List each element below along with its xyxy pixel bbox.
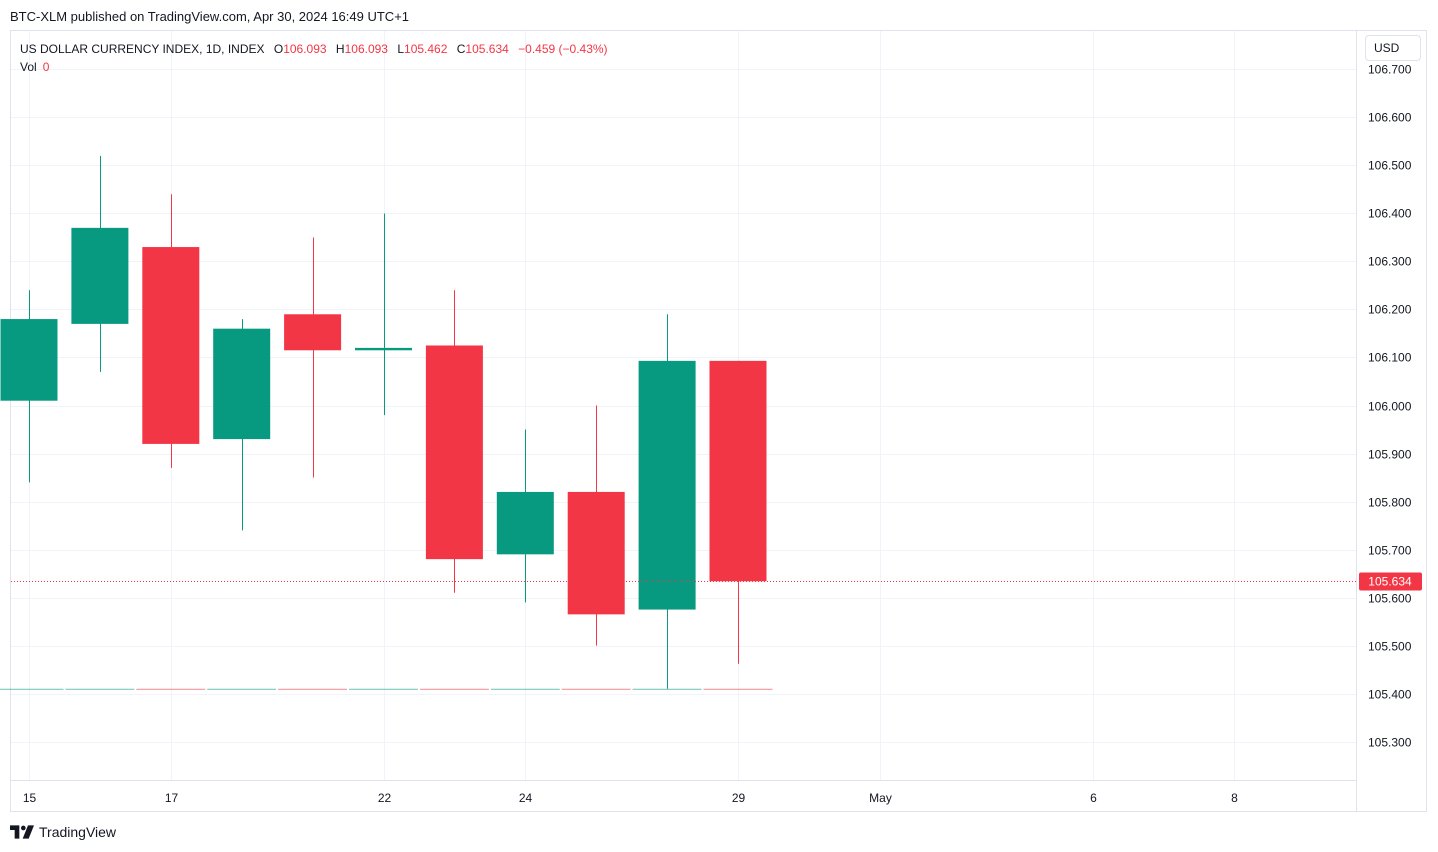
time-axis: 15 17 22 24 29 May 6 8 <box>11 780 1356 805</box>
candle-body <box>71 227 129 324</box>
volume-bars <box>0 688 773 690</box>
last-price-label: 105.634 <box>1368 575 1412 589</box>
volume-bar <box>561 688 631 690</box>
legend-vol-label: Vol <box>20 60 37 74</box>
chart-legend: US DOLLAR CURRENCY INDEX, 1D, INDEX O106… <box>20 40 608 76</box>
footer-branding[interactable]: TradingView <box>10 824 116 840</box>
price-axis: 105.300 105.400 105.500 105.600 105.700 105.8… <box>1356 31 1412 812</box>
volume-bar <box>0 688 64 690</box>
candle-body <box>355 347 412 351</box>
legend-close-label: C <box>456 42 466 56</box>
volume-bar <box>419 688 489 690</box>
price-tick-label: 106.400 <box>1368 207 1412 221</box>
time-tick-label: May <box>869 791 892 805</box>
candle-body <box>709 360 767 582</box>
legend-high-value: 106.093 <box>344 42 388 56</box>
volume-bar <box>703 688 773 690</box>
time-tick-label: 22 <box>378 791 392 805</box>
time-tick-label: 8 <box>1231 791 1238 805</box>
candle-body <box>496 491 554 555</box>
legend-vol-value: 0 <box>42 60 50 74</box>
price-tick-label: 105.700 <box>1368 544 1412 558</box>
candle-body <box>638 360 696 610</box>
currency-unit-button[interactable]: USD <box>1365 35 1421 61</box>
legend-open-value: 106.093 <box>283 42 327 56</box>
price-tick-label: 105.600 <box>1368 592 1412 606</box>
price-tick-label: 106.300 <box>1368 255 1412 269</box>
volume-bar <box>278 688 348 690</box>
legend-low-label: L <box>397 42 405 56</box>
price-tick-label: 105.300 <box>1368 736 1412 750</box>
price-tick-label: 106.600 <box>1368 111 1412 125</box>
legend-high-label: H <box>335 42 345 56</box>
candles <box>0 155 767 689</box>
volume-bar <box>136 688 206 690</box>
time-tick-label: 24 <box>519 791 533 805</box>
legend-volume-row: Vol 0 <box>20 58 608 76</box>
price-tick-label: 106.000 <box>1368 400 1412 414</box>
chart-frame <box>10 30 1427 812</box>
price-tick-label: 105.400 <box>1368 688 1412 702</box>
price-tick-label: 105.900 <box>1368 448 1412 462</box>
price-tick-label: 106.100 <box>1368 351 1412 365</box>
candle-body <box>284 314 342 351</box>
volume-bar <box>349 688 418 690</box>
time-tick-label: 6 <box>1090 791 1097 805</box>
candle-body <box>0 319 58 401</box>
candle-body <box>425 345 483 560</box>
last-price-line: 105.634 <box>11 572 1422 591</box>
price-tick-label: 106.500 <box>1368 159 1412 173</box>
time-tick-label: 29 <box>732 791 746 805</box>
legend-close-value: 105.634 <box>465 42 509 56</box>
last-price-badge <box>1359 572 1422 591</box>
candle-body <box>567 491 625 615</box>
volume-bar <box>65 688 135 690</box>
legend-change: −0.459 (−0.43%) <box>518 42 608 56</box>
candle-body <box>142 247 200 444</box>
price-tick-label: 106.200 <box>1368 303 1412 317</box>
volume-bar <box>207 688 277 690</box>
legend-low-value: 105.462 <box>404 42 448 56</box>
footer-brand-text: TradingView <box>39 824 117 840</box>
time-tick-label: 17 <box>165 791 179 805</box>
time-tick-label: 15 <box>23 791 37 805</box>
price-tick-label: 106.700 <box>1368 63 1412 77</box>
legend-open-label: O <box>273 42 284 56</box>
tradingview-logo-icon <box>10 825 34 839</box>
price-tick-label: 105.800 <box>1368 496 1412 510</box>
volume-bar <box>632 688 702 690</box>
published-info: BTC-XLM published on TradingView.com, Ap… <box>10 9 410 24</box>
candle-body <box>213 328 271 440</box>
legend-symbol: US DOLLAR CURRENCY INDEX, 1D, INDEX <box>20 42 265 56</box>
price-tick-label: 105.500 <box>1368 640 1412 654</box>
legend-ohlc-row: US DOLLAR CURRENCY INDEX, 1D, INDEX O106… <box>20 40 608 58</box>
volume-bar <box>490 688 560 690</box>
